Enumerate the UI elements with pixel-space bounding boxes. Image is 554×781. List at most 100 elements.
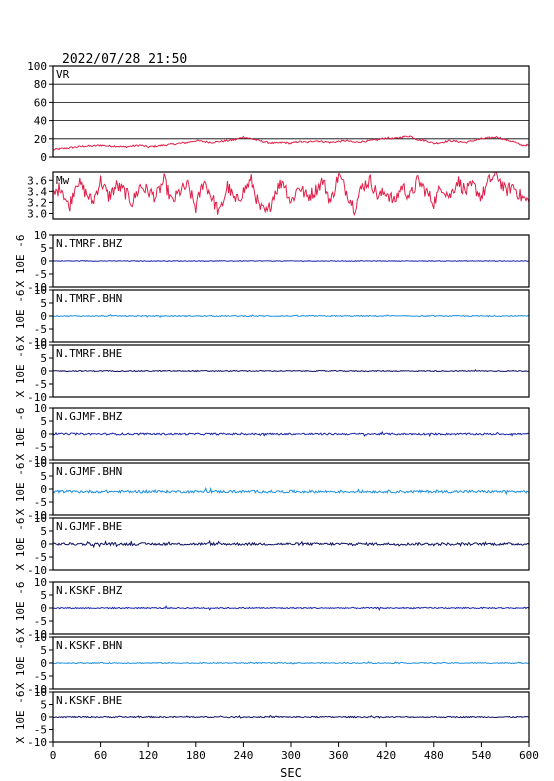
waveform-trace	[52, 486, 530, 496]
y-tick-label: -5	[34, 441, 47, 454]
panel-label: N.KSKF.BHE	[56, 694, 122, 707]
panel-label: Mw	[56, 174, 70, 187]
y-tick-label: 0	[40, 538, 47, 551]
y-tick-label: 3.0	[27, 207, 47, 220]
y-tick-label: -5	[34, 496, 47, 509]
y-axis-label: X 10E -6	[14, 582, 27, 635]
x-tick-label: 120	[138, 749, 158, 762]
y-tick-label: 3.6	[27, 174, 47, 187]
x-tick-label: 0	[50, 749, 57, 762]
y-tick-label: -10	[27, 391, 47, 404]
y-tick-label: 5	[40, 470, 47, 483]
y-axis-label: X 10E -6	[14, 518, 27, 571]
y-tick-label: 0	[40, 151, 47, 164]
y-tick-label: 10	[34, 339, 47, 352]
panel-label: VR	[56, 68, 70, 81]
y-tick-label: 10	[34, 512, 47, 525]
y-tick-label: 20	[34, 133, 47, 146]
y-tick-label: 10	[34, 686, 47, 699]
panel-frame	[52, 636, 530, 690]
y-axis-label: X 10E -6	[14, 637, 27, 690]
x-tick-label: 600	[519, 749, 539, 762]
x-tick-label: 300	[281, 749, 301, 762]
y-tick-label: -10	[27, 564, 47, 577]
y-tick-label: -10	[27, 628, 47, 641]
y-axis-label: X 10E -6	[14, 691, 27, 744]
y-tick-label: 10	[34, 402, 47, 415]
y-tick-label: 10	[34, 284, 47, 297]
y-tick-label: 10	[34, 457, 47, 470]
x-tick-label: 180	[186, 749, 206, 762]
panel-frame	[52, 344, 530, 398]
panel-frame	[52, 65, 530, 158]
x-tick-label: 60	[94, 749, 107, 762]
panel-frame	[52, 171, 530, 220]
chart-panel-2: 3.03.23.43.6 Mw	[27, 171, 530, 220]
y-axis-label: X 10E -6	[14, 408, 27, 461]
y-tick-label: 0	[40, 428, 47, 441]
y-tick-label: 0	[40, 255, 47, 268]
panel-frame	[52, 234, 530, 288]
y-tick-label: 5	[40, 525, 47, 538]
panel-label: N.TMRF.BHN	[56, 292, 122, 305]
x-axis: 0 60 120 180 240 300 360 420 480 540 600	[50, 742, 539, 762]
y-tick-label: 80	[34, 78, 47, 91]
y-tick-label: -10	[27, 736, 47, 749]
y-tick-label: -5	[34, 670, 47, 683]
y-tick-label: 0	[40, 310, 47, 323]
chart-panel-1: 0 20 40 60 80 100 VR	[27, 60, 530, 164]
panel-label: N.TMRF.BHE	[56, 347, 122, 360]
panel-label: N.KSKF.BHZ	[56, 584, 123, 597]
panel-label: N.GJMF.BHE	[56, 520, 122, 533]
waveform-trace	[52, 260, 530, 263]
y-axis-label: X 10E -6	[14, 463, 27, 516]
series-line	[52, 135, 530, 151]
y-tick-label: -5	[34, 724, 47, 737]
x-tick-label: 360	[329, 749, 349, 762]
y-tick-label: 5	[40, 297, 47, 310]
y-tick-label: 40	[34, 115, 47, 128]
panel-label: N.TMRF.BHZ	[56, 237, 123, 250]
y-tick-label: 100	[27, 60, 47, 73]
y-tick-label: 0	[40, 711, 47, 724]
y-tick-label: -5	[34, 323, 47, 336]
panel-frame	[52, 289, 530, 343]
header-datetime: 2022/07/28 21:50	[62, 52, 187, 67]
waveform-trace	[52, 539, 530, 549]
y-tick-label: -5	[34, 551, 47, 564]
y-tick-label: 5	[40, 644, 47, 657]
panel-frame	[52, 581, 530, 635]
y-tick-label: -5	[34, 615, 47, 628]
panel-frame	[52, 517, 530, 571]
panel-frame	[52, 462, 530, 516]
series-line	[52, 171, 530, 217]
y-tick-label: -5	[34, 378, 47, 391]
y-tick-label: 3.2	[27, 196, 47, 209]
waveform-trace	[52, 369, 530, 373]
waveform-trace	[52, 661, 530, 665]
y-tick-label: -10	[27, 509, 47, 522]
y-tick-label: 10	[34, 631, 47, 644]
y-tick-label: 5	[40, 699, 47, 712]
y-tick-label: 3.4	[27, 185, 47, 198]
y-tick-label: -10	[27, 281, 47, 294]
panel-label: N.KSKF.BHN	[56, 639, 122, 652]
x-tick-label: 420	[376, 749, 396, 762]
waveform-trace	[52, 605, 530, 612]
y-tick-label: 60	[34, 96, 47, 109]
y-axis-label: X 10E -6	[14, 290, 27, 343]
waveform-trace	[52, 314, 530, 318]
y-tick-label: 5	[40, 415, 47, 428]
y-tick-label: -10	[27, 683, 47, 696]
